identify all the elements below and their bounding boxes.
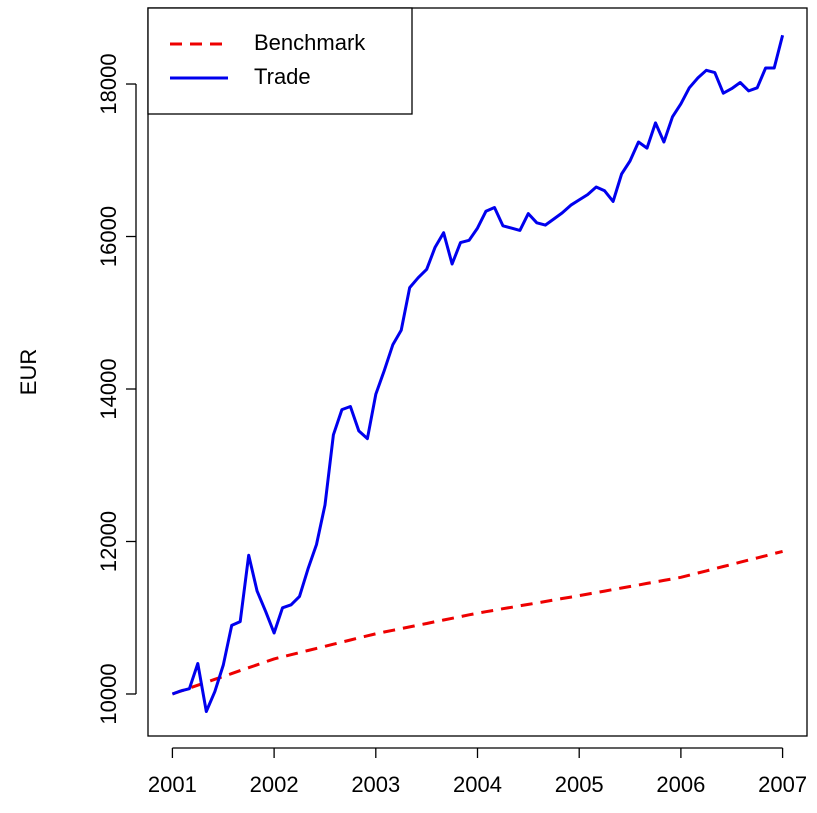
series-line <box>171 34 785 713</box>
y-tick-label: 12000 <box>96 511 121 572</box>
series-line <box>171 549 783 696</box>
legend-box <box>147 7 413 115</box>
y-axis-label: EUR <box>16 349 41 395</box>
plot-frame <box>147 7 808 737</box>
legend-label: Benchmark <box>254 30 366 55</box>
y-tick-label: 16000 <box>96 206 121 267</box>
x-tick-label: 2003 <box>351 772 400 797</box>
y-tick-label: 18000 <box>96 53 121 114</box>
y-tick-label: 10000 <box>96 663 121 724</box>
legend-label: Trade <box>254 64 311 89</box>
x-tick-label: 2005 <box>555 772 604 797</box>
y-tick-label: 14000 <box>96 358 121 419</box>
x-tick-label: 2006 <box>656 772 705 797</box>
x-tick-label: 2007 <box>758 772 807 797</box>
x-tick-label: 2004 <box>453 772 502 797</box>
x-tick-label: 2001 <box>148 772 197 797</box>
x-tick-label: 2002 <box>250 772 299 797</box>
